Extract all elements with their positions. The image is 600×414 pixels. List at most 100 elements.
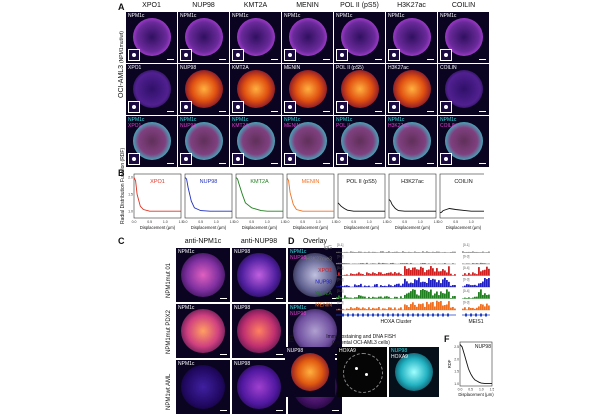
signal-bar [410, 283, 412, 287]
signal-bar [454, 252, 456, 253]
zoom-inset [440, 101, 452, 113]
signal-bar [450, 274, 452, 276]
exon [480, 314, 482, 317]
signal-bar [452, 263, 454, 264]
zoom-inset [336, 101, 348, 113]
signal-bar [414, 305, 416, 310]
scale-bar [323, 111, 330, 112]
signal-bar [338, 263, 340, 264]
signal-bar [372, 272, 374, 275]
signal-bar [420, 267, 422, 276]
fish-tile-overlay: NUP98 HOXA9 [389, 347, 439, 397]
signal-bar [412, 302, 414, 310]
signal-bar [464, 273, 466, 275]
signal-bar [474, 285, 476, 287]
y-axis-label: RDF [448, 359, 452, 368]
signal-bar [336, 252, 338, 253]
signal-bar [360, 263, 362, 264]
micrograph-tile: H3K27ac [386, 64, 437, 115]
signal-bar [444, 278, 446, 287]
signal-bar [400, 286, 402, 287]
signal-bar [368, 252, 370, 253]
signal-bar [428, 278, 430, 287]
signal-bar [348, 263, 350, 264]
x-tick-label: 1.0 [316, 220, 321, 224]
signal-bar [392, 252, 394, 253]
signal-bar [382, 274, 384, 275]
exon [412, 314, 414, 317]
track-name: XPO1 [318, 268, 332, 274]
exon [372, 314, 374, 317]
signal-bar [454, 296, 456, 298]
scale-bar [220, 354, 227, 355]
signal-bar [486, 279, 488, 287]
signal-bar [422, 268, 424, 276]
signal-bar [422, 282, 424, 287]
track-scale: [0-4] [463, 266, 469, 270]
x-tick-label: 1.0 [214, 220, 219, 224]
signal-bar [424, 272, 426, 275]
track-name: KMT2A [315, 291, 333, 297]
x-axis-label: Displacement (μm) [395, 225, 431, 230]
signal-bar [370, 274, 372, 276]
signal-bar [390, 285, 392, 287]
cell-body [181, 309, 225, 353]
signal-bar [412, 283, 414, 287]
x-axis-label: Displacement (μm) [446, 225, 482, 230]
signal-bar [400, 274, 402, 276]
signal-bar [388, 273, 390, 276]
scale-bar [276, 354, 283, 355]
signal-bar [482, 263, 484, 264]
signal-bar [336, 263, 338, 264]
exon [367, 314, 369, 317]
x-tick-label: 1.0 [265, 220, 270, 224]
signal-bar [462, 275, 464, 276]
column-header: H3K27ac [386, 2, 437, 9]
exon [485, 314, 487, 317]
signal-bar [376, 298, 378, 299]
zoom-inset [440, 153, 452, 165]
genome-tracks-svg: IgG[0-1][0-1]H3K27me3[0-3][0-3]XPO1[0-4]… [296, 240, 494, 332]
signal-bar [406, 305, 408, 310]
signal-bar [372, 297, 374, 299]
panel-c-letter: C [118, 236, 125, 246]
exon [470, 314, 472, 317]
signal-bar [386, 263, 388, 264]
signal-bar [478, 292, 480, 298]
signal-bar [382, 308, 384, 310]
signal-bar [440, 291, 442, 298]
scale-bar [271, 163, 278, 164]
signal-bar [372, 252, 374, 253]
exon [475, 314, 477, 317]
micrograph-tile: NPM1c [176, 248, 230, 302]
signal-bar [432, 252, 434, 253]
signal-bar [434, 293, 436, 298]
signal-bar [472, 298, 474, 299]
signal-bar [406, 269, 408, 276]
tile-label: NPM1c [336, 13, 352, 19]
signal-bar [364, 286, 366, 287]
signal-bar [422, 251, 424, 252]
scale-bar [167, 163, 174, 164]
track-scale: [0-3] [337, 301, 343, 305]
signal-bar [350, 251, 352, 252]
fish-tile-label: NUP98 [287, 348, 303, 354]
signal-bar [366, 309, 368, 310]
signal-bar [446, 304, 448, 310]
zoom-inset [180, 49, 192, 61]
chart-title: COILIN [454, 179, 472, 185]
micrograph-tile: NPM1c [438, 12, 489, 63]
fish-tile-label: HOXA9 [339, 348, 356, 354]
x-tick-label: 0.5 [300, 220, 305, 224]
x-axis-label: Displacement (μm) [344, 225, 380, 230]
chart-title: MENIN [302, 179, 320, 185]
tile-label: NPM1c [180, 13, 196, 19]
x-tick-label: 0.0 [132, 220, 137, 224]
tile-label-2: COILIN [440, 123, 457, 129]
signal-bar [368, 273, 370, 275]
x-tick-label: 0.5 [453, 220, 458, 224]
signal-bar [418, 270, 420, 276]
signal-bar [426, 283, 428, 287]
